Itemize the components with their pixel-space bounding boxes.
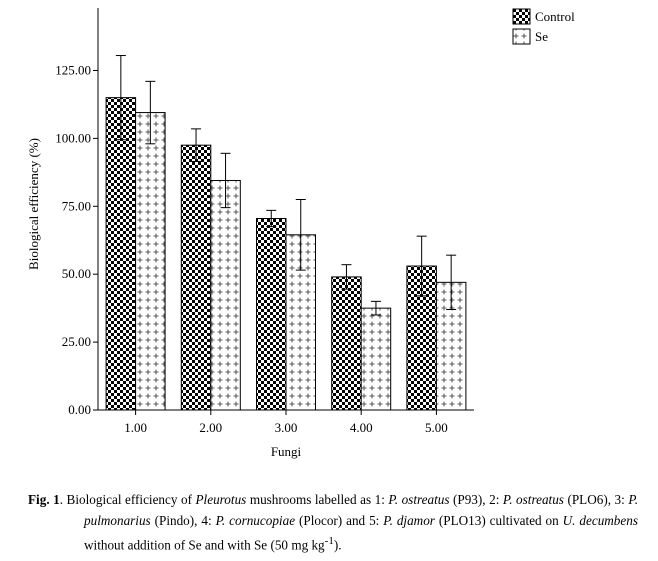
caption-species: P. pulmonarius — [84, 492, 638, 528]
y-axis-label: Biological efficiency (%) — [26, 138, 41, 270]
caption-species: P. djamor — [383, 513, 435, 528]
figure-caption: Fig. 1. Biological efficiency of Pleurot… — [28, 489, 638, 555]
x-axis-label: Fungi — [271, 444, 302, 459]
bar-control-4 — [331, 276, 362, 411]
y-tick-label: 100.00 — [55, 130, 91, 145]
caption-text: (Plocor) and 5: — [295, 513, 384, 528]
caption-species: P. cornucopiae — [215, 513, 296, 528]
bar-se-1 — [135, 112, 166, 411]
y-tick-label: 0.00 — [68, 402, 91, 417]
bar-control-3 — [256, 218, 287, 411]
y-tick-label: 25.00 — [62, 334, 91, 349]
caption-species: P. ostreatus — [502, 492, 564, 507]
legend: Control Se — [512, 8, 575, 45]
caption-text: without addition of Se and with Se (50 m… — [84, 537, 325, 553]
x-tick-label: 2.00 — [199, 420, 222, 435]
caption-text: mushrooms labelled as 1: — [246, 492, 389, 507]
x-tick-label: 1.00 — [124, 420, 147, 435]
caption-superscript: -1 — [324, 535, 334, 547]
caption-text: . Biological efficiency of — [59, 492, 196, 507]
caption-figure-label: Fig. 1 — [28, 492, 60, 507]
x-axis-ticks: 1.00 2.00 3.00 4.00 5.00 — [124, 410, 448, 435]
legend-swatch-se — [512, 28, 531, 45]
x-tick-label: 3.00 — [275, 420, 298, 435]
y-tick-label: 50.00 — [62, 266, 91, 281]
bar-se-4 — [360, 307, 392, 411]
legend-label-se: Se — [535, 29, 548, 44]
x-tick-label: 5.00 — [425, 420, 448, 435]
caption-text: ). — [333, 537, 342, 553]
legend-label-control: Control — [535, 9, 575, 24]
caption-text: (Pindo), 4: — [150, 513, 216, 528]
bar-control-2 — [180, 144, 212, 411]
caption-substrate: U. decumbens — [562, 513, 638, 528]
bar-control-1 — [105, 97, 137, 411]
caption-genus: Pleurotus — [195, 492, 247, 507]
legend-swatch-control — [512, 8, 531, 25]
y-tick-label: 125.00 — [55, 62, 91, 77]
caption-text: (PLO13) cultivated on — [434, 513, 563, 528]
x-tick-label: 4.00 — [350, 420, 373, 435]
bar-se-2 — [210, 179, 241, 411]
caption-text: (PLO6), 3: — [563, 492, 629, 507]
bars — [105, 55, 467, 411]
bar-chart: 0.00 25.00 50.00 75.00 100.00 125.00 1.00 2.00… — [26, 8, 575, 459]
caption-text: (P93), 2: — [449, 492, 503, 507]
y-axis-ticks: 0.00 25.00 50.00 75.00 100.00 125.00 — [55, 62, 98, 417]
caption-species: P. ostreatus — [388, 492, 450, 507]
y-tick-label: 75.00 — [62, 198, 91, 213]
